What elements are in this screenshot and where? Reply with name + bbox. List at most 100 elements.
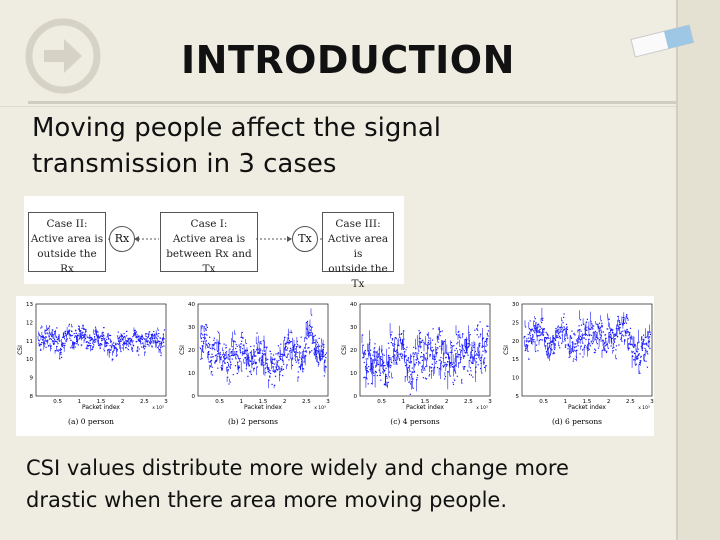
csi-point <box>575 350 577 352</box>
csi-point <box>102 338 104 340</box>
csi-point <box>80 337 82 339</box>
csi-point <box>368 343 370 345</box>
csi-point <box>98 335 100 338</box>
csi-point <box>116 350 118 352</box>
csi-point <box>71 334 73 337</box>
csi-point <box>201 340 203 343</box>
csi-point <box>600 320 602 322</box>
csi-point <box>451 362 453 364</box>
csi-point <box>525 344 528 346</box>
csi-point <box>588 328 590 330</box>
csi-point <box>582 337 584 339</box>
csi-point <box>541 322 543 324</box>
csi-point <box>409 393 411 395</box>
csi-point <box>123 341 125 343</box>
csi-point <box>627 330 629 333</box>
y-tick-label: 30 <box>512 302 519 308</box>
title-divider-thin <box>0 106 676 107</box>
csi-point <box>306 322 308 324</box>
csi-point <box>74 346 76 348</box>
csi-point <box>617 315 619 317</box>
csi-point <box>262 350 264 352</box>
csi-point <box>604 349 606 351</box>
csi-point <box>548 337 550 339</box>
csi-point <box>450 362 452 364</box>
csi-point <box>396 363 398 365</box>
csi-point <box>424 369 426 371</box>
y-tick-label: 10 <box>26 357 33 363</box>
csi-point <box>434 366 436 368</box>
csi-point <box>202 351 205 353</box>
csi-point <box>158 332 160 335</box>
csi-point <box>129 340 131 342</box>
csi-point <box>422 377 424 379</box>
csi-point <box>314 334 316 336</box>
csi-point <box>573 358 575 360</box>
scatter-points <box>361 321 489 395</box>
csi-point <box>603 342 605 345</box>
csi-point <box>159 337 162 339</box>
csi-point <box>615 349 617 351</box>
csi-point <box>578 341 580 343</box>
csi-point <box>48 335 50 337</box>
csi-point <box>306 320 309 322</box>
csi-point <box>147 336 149 338</box>
arrow-right-icon[interactable] <box>24 17 102 95</box>
csi-point <box>136 336 138 339</box>
csi-point <box>131 347 133 349</box>
csi-point <box>246 349 248 351</box>
csi-point <box>425 344 427 346</box>
csi-point <box>93 341 95 343</box>
csi-point <box>144 333 147 335</box>
csi-point <box>548 346 550 348</box>
csi-point <box>143 345 145 347</box>
csi-point <box>596 331 598 334</box>
csi-point <box>252 356 254 358</box>
csi-point <box>412 352 415 354</box>
csi-point <box>45 333 47 335</box>
csi-point <box>598 330 600 332</box>
csi-point <box>641 349 643 351</box>
csi-point <box>625 335 627 337</box>
csi-point <box>391 361 393 364</box>
csi-point <box>204 337 206 339</box>
csi-point <box>367 383 369 385</box>
csi-point <box>136 349 139 351</box>
csi-point <box>251 363 254 365</box>
csi-point <box>49 333 52 336</box>
csi-point <box>290 357 292 359</box>
csi-point <box>487 325 489 327</box>
csi-point <box>279 367 281 369</box>
csi-point <box>102 337 104 339</box>
y-tick-label: 30 <box>188 325 195 331</box>
csi-point <box>272 359 274 361</box>
csi-point <box>61 346 63 348</box>
csi-point <box>593 339 595 341</box>
csi-point <box>580 345 582 347</box>
csi-point <box>146 333 148 335</box>
csi-point <box>263 364 265 366</box>
csi-point <box>94 341 96 343</box>
csi-point <box>77 344 79 346</box>
x-tick-label: 0.5 <box>539 399 548 405</box>
csi-point <box>200 358 202 360</box>
csi-point <box>588 342 590 344</box>
csi-point <box>458 362 460 364</box>
csi-point <box>434 358 436 360</box>
csi-point <box>69 337 71 339</box>
csi-point <box>286 364 288 366</box>
csi-point <box>65 335 67 337</box>
csi-point <box>570 336 572 338</box>
csi-point <box>200 338 202 340</box>
csi-point <box>288 350 291 352</box>
slide-title: INTRODUCTION <box>181 38 515 82</box>
csi-point <box>591 334 593 336</box>
csi-point <box>561 342 563 344</box>
csi-point <box>237 361 239 363</box>
csi-point <box>376 359 378 361</box>
csi-point <box>631 355 633 357</box>
csi-point <box>242 351 244 353</box>
csi-point <box>468 340 470 342</box>
csi-point <box>387 361 389 363</box>
csi-point <box>558 335 561 338</box>
